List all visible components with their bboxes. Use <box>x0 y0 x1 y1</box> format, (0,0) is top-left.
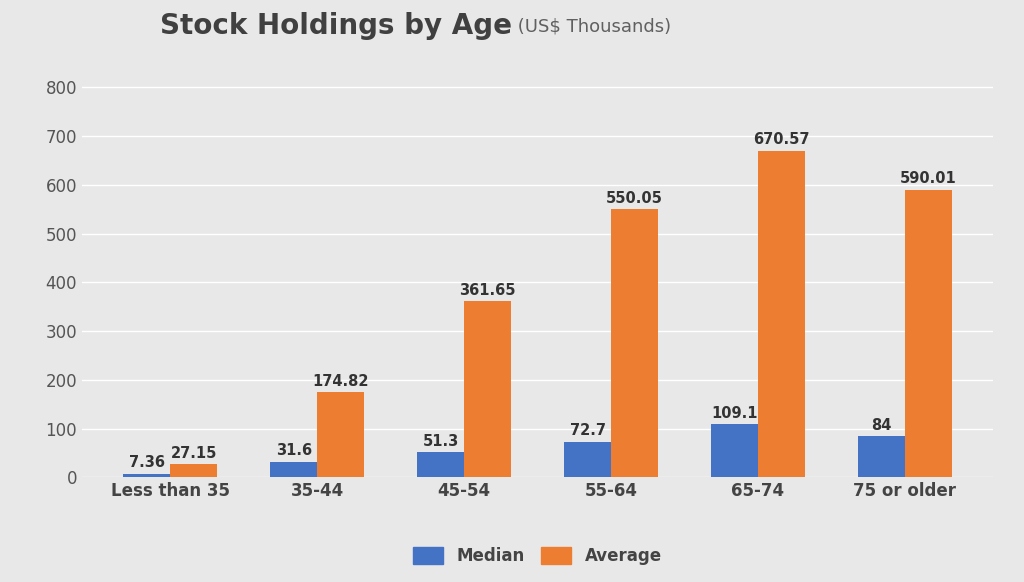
Bar <box>758 151 805 477</box>
Legend: Median, Average: Median, Average <box>407 540 669 572</box>
Text: 590.01: 590.01 <box>900 171 956 186</box>
Text: 27.15: 27.15 <box>171 446 217 460</box>
Text: 51.3: 51.3 <box>423 434 459 449</box>
Bar <box>317 392 365 477</box>
Text: 670.57: 670.57 <box>754 132 810 147</box>
Text: Stock Holdings by Age: Stock Holdings by Age <box>160 12 512 40</box>
Bar <box>123 474 170 477</box>
Bar <box>270 462 317 477</box>
Text: 72.7: 72.7 <box>569 424 605 438</box>
Text: (US$ Thousands): (US$ Thousands) <box>512 17 671 35</box>
Text: 31.6: 31.6 <box>275 443 312 459</box>
Bar <box>711 424 758 477</box>
Text: 109.1: 109.1 <box>712 406 758 421</box>
Bar <box>905 190 952 477</box>
Bar <box>858 436 905 477</box>
Text: 361.65: 361.65 <box>460 283 516 297</box>
Text: 550.05: 550.05 <box>606 191 663 206</box>
Bar <box>564 442 611 477</box>
Bar <box>417 452 464 477</box>
Bar <box>464 301 511 477</box>
Text: 174.82: 174.82 <box>312 374 369 389</box>
Text: 7.36: 7.36 <box>129 455 165 470</box>
Bar <box>170 464 217 477</box>
Bar <box>611 209 658 477</box>
Text: 84: 84 <box>871 418 892 433</box>
